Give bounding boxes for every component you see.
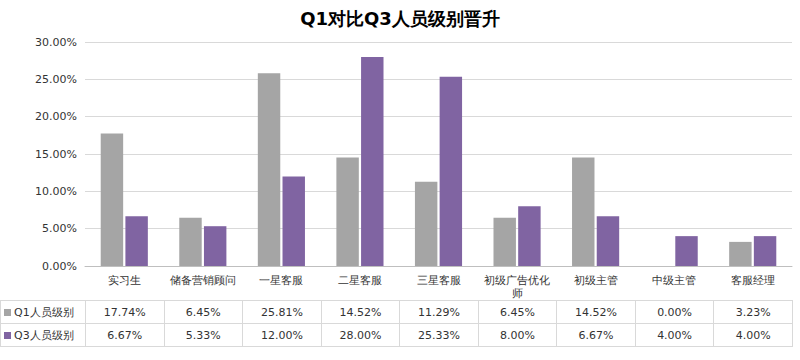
html-text:Q1人员级别: Q1人员级别: [14, 305, 74, 319]
html-text:14.52%: 14.52%: [575, 305, 617, 319]
html-text:8.00%: 8.00%: [500, 328, 535, 342]
svg-text:储备营销顾问: 储备营销顾问: [170, 274, 236, 287]
svg-text:10.00%: 10.00%: [35, 185, 77, 198]
html-text:4.00%: 4.00%: [735, 328, 771, 342]
html-text:17.74%: 17.74%: [103, 305, 146, 319]
html-text:5.33%: 5.33%: [185, 328, 221, 342]
svg-text:25.00%: 25.00%: [35, 73, 77, 86]
svg-text:三星客服: 三星客服: [417, 274, 461, 287]
svg-text:20.00%: 20.00%: [35, 110, 77, 123]
svg-text:15.00%: 15.00%: [35, 148, 77, 161]
svg-text:二星客服: 二星客服: [338, 274, 382, 287]
html-text:6.45%: 6.45%: [185, 305, 221, 319]
svg-text:客服经理: 客服经理: [731, 274, 775, 287]
html-text:3.23%: 3.23%: [735, 305, 771, 319]
html-text:Q3人员级别: Q3人员级别: [14, 328, 74, 342]
html-text:12.00%: 12.00%: [260, 328, 303, 342]
html-text:25.33%: 25.33%: [418, 328, 460, 342]
html-text:6.45%: 6.45%: [500, 305, 535, 319]
svg-text:实习生: 实习生: [108, 274, 141, 287]
svg-text:初级广告优化: 初级广告优化: [484, 274, 550, 287]
html-text:25.81%: 25.81%: [260, 305, 303, 319]
svg-text:初级主管: 初级主管: [574, 274, 618, 287]
svg-text:30.00%: 30.00%: [35, 36, 77, 49]
svg-text:5.00%: 5.00%: [42, 222, 77, 235]
svg-text:师: 师: [512, 287, 523, 300]
svg-text:0.00%: 0.00%: [42, 260, 77, 273]
html-text:11.29%: 11.29%: [418, 305, 460, 319]
html-text:4.00%: 4.00%: [657, 328, 693, 342]
svg-text:一星客服: 一星客服: [259, 274, 303, 287]
svg-text:中级主管: 中级主管: [652, 274, 696, 287]
html-text:14.52%: 14.52%: [339, 305, 382, 319]
html-text:6.67%: 6.67%: [107, 328, 143, 342]
html-text:0.00%: 0.00%: [657, 305, 693, 319]
html-text:28.00%: 28.00%: [339, 328, 382, 342]
html-text:6.67%: 6.67%: [578, 328, 614, 342]
svg-text:Q1对比Q3人员级别晋升: Q1对比Q3人员级别晋升: [300, 8, 500, 29]
